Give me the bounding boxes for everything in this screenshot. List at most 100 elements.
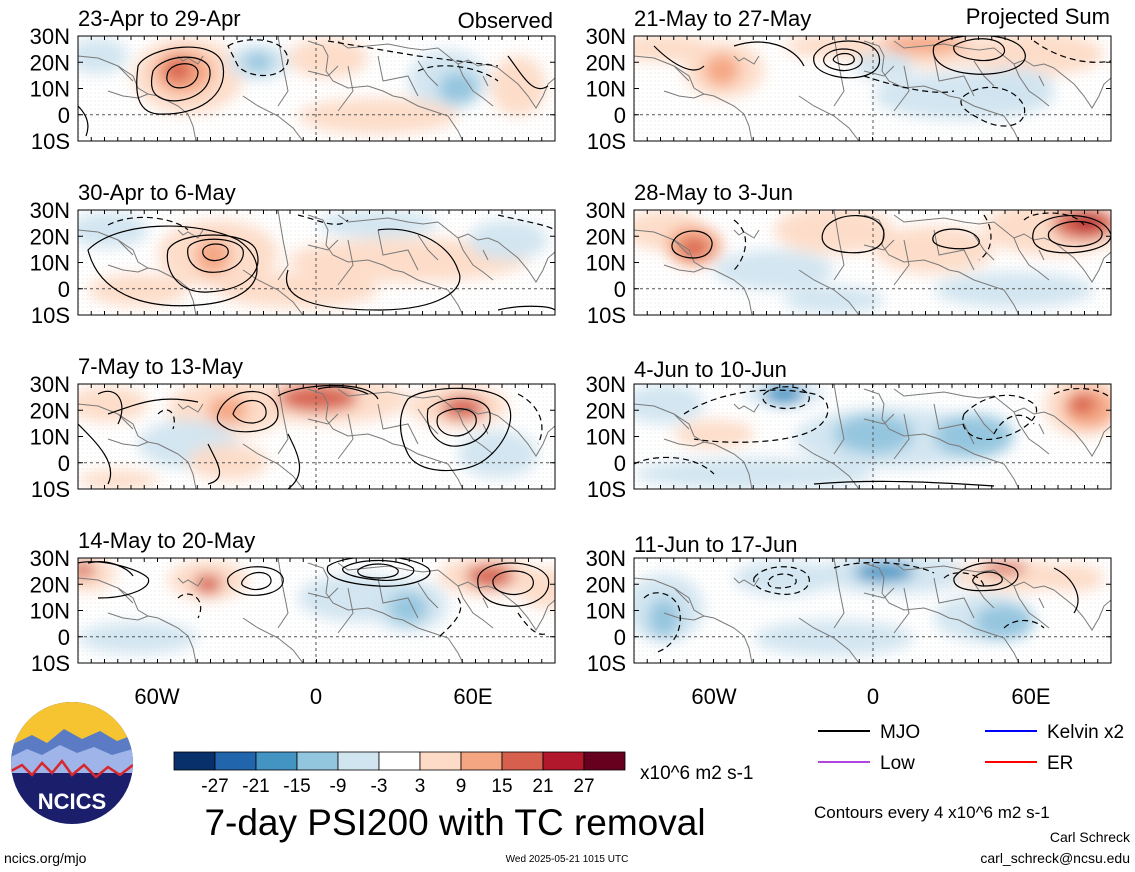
coastline <box>277 210 289 281</box>
coastline <box>177 577 204 587</box>
coastline <box>307 214 464 315</box>
coastline <box>973 408 995 435</box>
ncics-logo: NCICS <box>11 702 133 824</box>
coastline <box>437 47 494 107</box>
coastline <box>673 587 690 604</box>
mjo-contour <box>823 48 863 72</box>
legend-label: Kelvin x2 <box>1047 722 1124 743</box>
anomaly-region <box>1068 394 1096 414</box>
coastline <box>482 75 489 87</box>
coastline <box>893 65 910 112</box>
coastline <box>663 264 705 273</box>
colorbar-swatch <box>255 751 298 771</box>
site-link[interactable]: ncics.org/mjo <box>4 850 87 866</box>
lat-label: 10N <box>586 425 626 450</box>
anomaly-region <box>188 444 268 480</box>
coastline <box>833 36 845 107</box>
panel-title-6: 28-May to 3-Jun <box>634 180 793 205</box>
coastline <box>117 65 134 82</box>
mjo-contour <box>953 562 1019 592</box>
lat-label: 30N <box>586 198 626 223</box>
mjo-contour <box>762 386 810 410</box>
lat-label: 0 <box>614 103 626 128</box>
coastline <box>242 95 304 141</box>
coastline <box>893 388 995 399</box>
coastline <box>1013 407 1055 417</box>
coastline <box>1038 249 1045 261</box>
mjo-contour <box>507 55 549 90</box>
anomaly-region <box>934 272 1094 308</box>
mjo-contour <box>166 63 199 89</box>
mjo-contour <box>932 36 1026 75</box>
mjo-contour <box>978 214 992 261</box>
anomaly-region <box>934 414 1014 458</box>
coastline <box>337 40 439 51</box>
lat-label: 0 <box>58 103 70 128</box>
coastline <box>733 55 760 65</box>
coastline <box>242 617 304 663</box>
coastline <box>833 384 845 455</box>
mjo-contour <box>960 86 1026 127</box>
anomaly-region <box>78 470 158 489</box>
mjo-contour <box>232 400 267 424</box>
coastline <box>798 269 860 315</box>
mjo-contour <box>813 480 995 487</box>
coastline <box>863 65 895 77</box>
panel-title-1: 23-Apr to 29-Apr <box>78 6 241 31</box>
anomaly-region <box>490 56 546 116</box>
lat-label: 30N <box>30 24 70 49</box>
coastline <box>1053 67 1111 109</box>
coastline <box>634 229 753 315</box>
lat-label: 30N <box>30 372 70 397</box>
anomaly-region <box>164 58 192 82</box>
mjo-contour <box>399 387 512 472</box>
mjo-contour <box>87 561 134 577</box>
lat-label: 20N <box>586 398 626 423</box>
coastline <box>733 577 760 587</box>
map-panel-5 <box>633 35 1112 142</box>
coastline <box>107 612 149 621</box>
coastline <box>893 40 995 51</box>
coastline <box>377 403 419 445</box>
lat-label: 10N <box>30 77 70 102</box>
anomaly-region <box>784 286 884 314</box>
mjo-contour <box>643 592 681 654</box>
mjo-contour <box>437 597 462 639</box>
coastline <box>277 558 289 629</box>
anomaly-region <box>714 250 834 290</box>
coastline <box>307 413 339 425</box>
colorbar-tick-label: 3 <box>415 776 426 797</box>
mjo-contour <box>634 456 715 475</box>
mjo-contour <box>653 45 705 71</box>
panel-corner-observed: Observed <box>458 8 553 33</box>
coastline <box>893 214 995 225</box>
coastline <box>497 241 555 283</box>
colorbar-tick-label: 15 <box>491 776 512 797</box>
coastline <box>497 589 555 631</box>
anomaly-region <box>466 564 514 588</box>
anomaly-region <box>834 414 914 454</box>
lat-label: 20N <box>30 572 70 597</box>
colorbar-swatch <box>583 751 626 771</box>
lat-label: 10S <box>587 477 626 502</box>
coastline <box>798 95 860 141</box>
mjo-contour <box>477 562 550 607</box>
mjo-contour <box>342 559 415 581</box>
coastline <box>78 403 197 489</box>
coastline <box>973 60 995 87</box>
lon-label-60e-right: 60E <box>1011 684 1050 709</box>
mjo-contour <box>177 593 202 619</box>
author-email: carl_schreck@ncsu.edu <box>980 850 1130 866</box>
lat-label: 10N <box>30 251 70 276</box>
coastline <box>78 55 197 141</box>
coastline <box>482 423 489 435</box>
lat-label: 20N <box>586 572 626 597</box>
lat-label: 10N <box>586 599 626 624</box>
coastline <box>663 438 705 447</box>
lat-label: 10S <box>587 303 626 328</box>
coastline <box>863 587 895 599</box>
figure-title: 7-day PSI200 with TC removal <box>204 802 705 843</box>
colorbar-swatch <box>542 751 585 771</box>
coastline <box>863 214 1020 315</box>
mjo-contour <box>78 423 112 485</box>
